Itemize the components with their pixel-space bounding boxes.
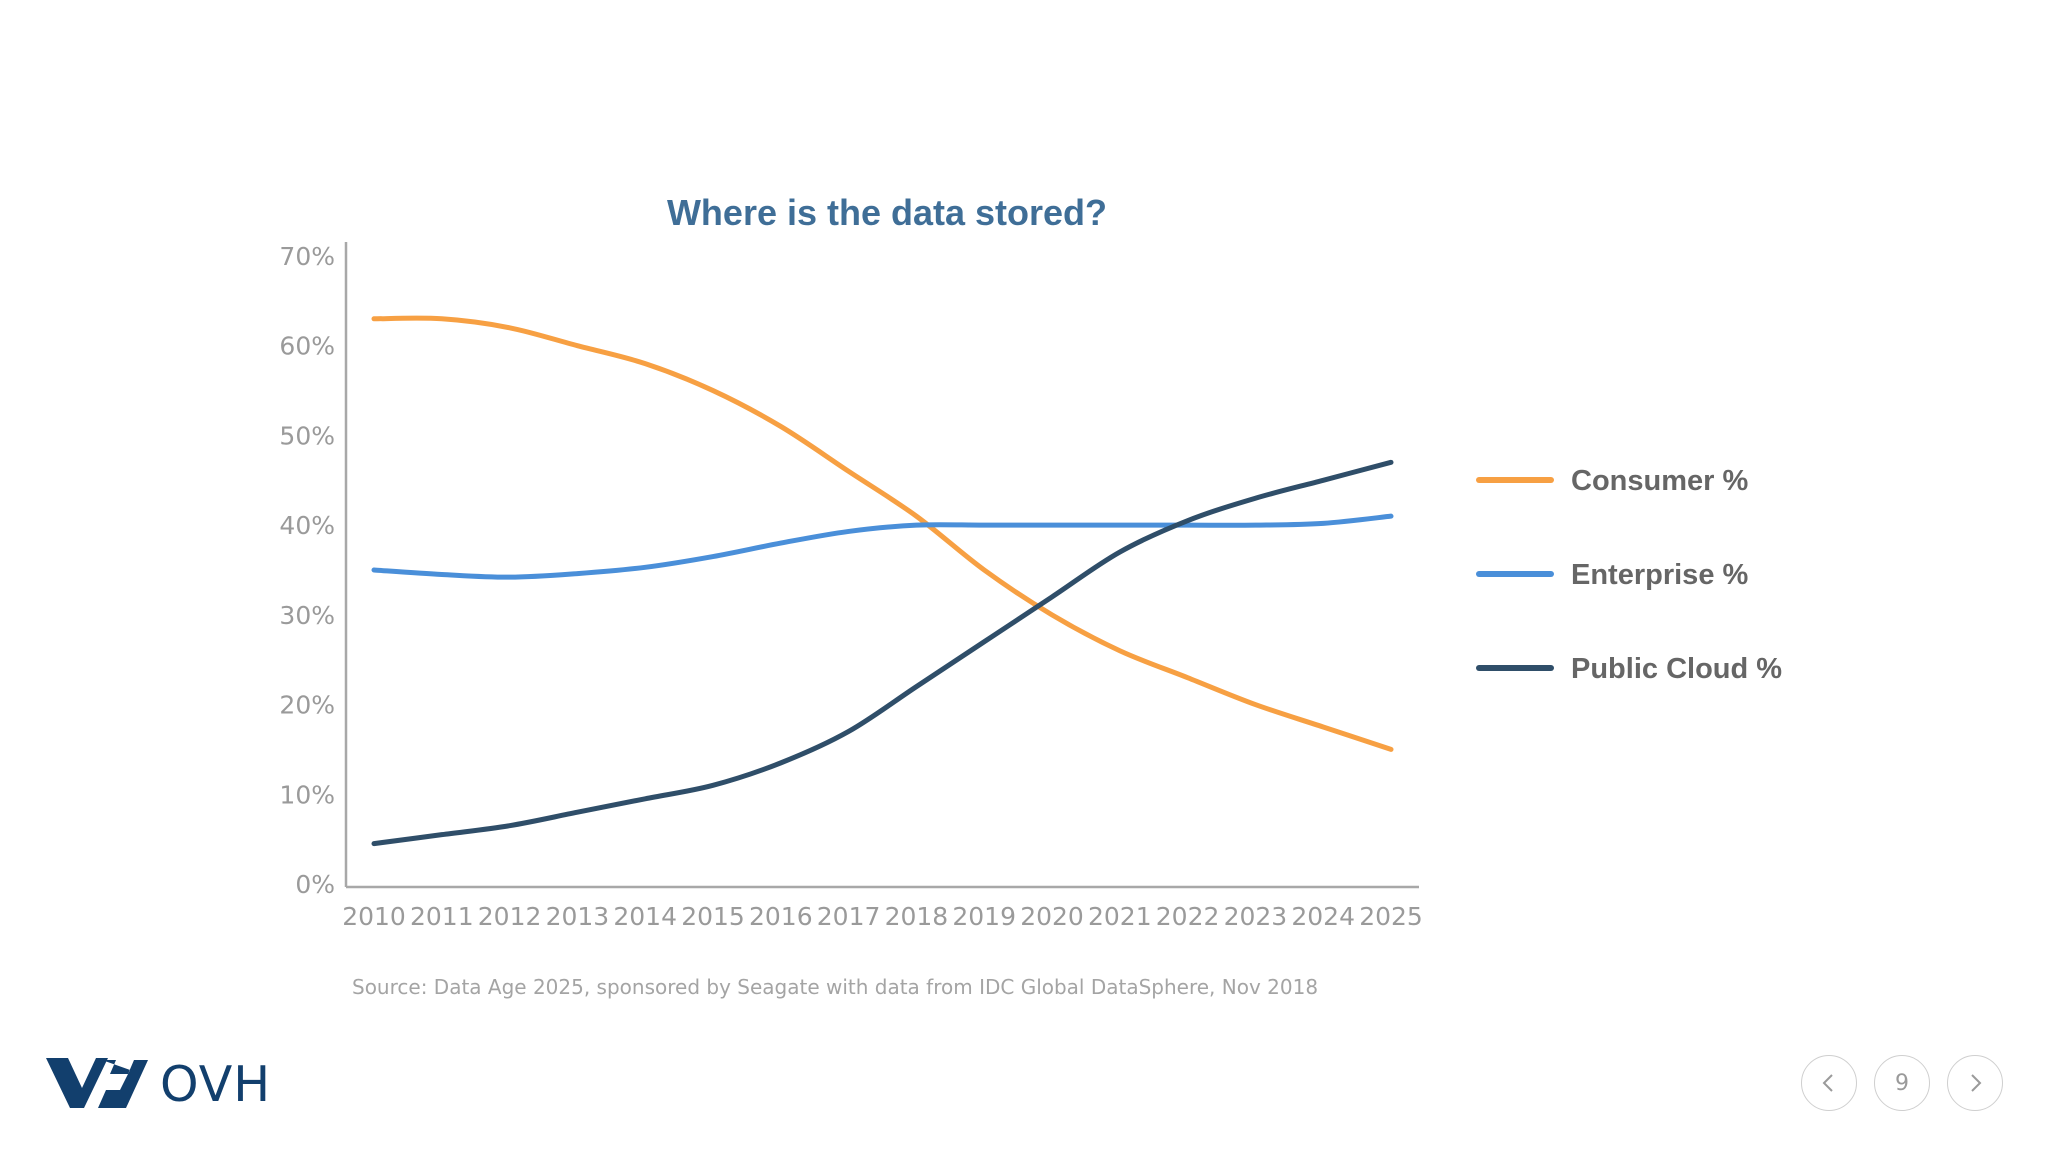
x-tick-labels: 2010 2011 2012 2013 2014 2015 2016 2017 2018 2019… [342,902,1423,931]
x-tick-label: 2013 [546,902,610,931]
x-tick-label: 2024 [1291,902,1355,931]
y-tick-label: 20% [279,691,335,720]
x-tick-label: 2022 [1156,902,1220,931]
source-note: Source: Data Age 2025, sponsored by Seag… [352,975,1319,999]
legend-label-enterprise: Enterprise % [1571,559,1748,591]
ovh-logo-icon [46,1058,148,1108]
logo-text: OVH [160,1056,272,1113]
x-tick-label: 2012 [478,902,542,931]
legend-label-public-cloud: Public Cloud % [1571,653,1782,685]
chevron-right-icon [1971,1074,1982,1092]
y-tick-label: 0% [295,870,335,899]
x-tick-label: 2014 [613,902,677,931]
x-tick-label: 2019 [952,902,1016,931]
series-line-enterprise [371,513,1394,580]
y-tick-label: 30% [279,601,335,630]
legend: Consumer % Enterprise % Public Cloud % [1476,465,1782,685]
y-tick-label: 40% [279,511,335,540]
y-tick-label: 10% [279,780,335,809]
x-tick-label: 2016 [749,902,813,931]
legend-label-consumer: Consumer % [1571,465,1748,497]
previous-slide-button[interactable] [1801,1055,1857,1111]
y-tick-label: 60% [279,332,335,361]
x-tick-label: 2018 [885,902,949,931]
x-tick-label: 2011 [410,902,474,931]
series-line-public-cloud [371,459,1394,847]
series-line-consumer [371,315,1394,752]
x-tick-label: 2010 [342,902,406,931]
y-tick-label: 50% [279,421,335,450]
next-slide-button[interactable] [1947,1055,2003,1111]
x-tick-label: 2025 [1359,902,1423,931]
y-tick-labels: 0% 10% 20% 30% 40% 50% 60% 70% [279,242,335,899]
chevron-left-icon [1822,1074,1833,1092]
x-tick-label: 2015 [681,902,745,931]
x-tick-label: 2021 [1088,902,1152,931]
x-tick-label: 2017 [817,902,881,931]
series-lines [371,315,1394,847]
ovh-logo: OVH [46,1050,270,1116]
y-tick-label: 70% [279,242,335,271]
page-number: 9 [1874,1055,1930,1111]
chart-title: Where is the data stored? [667,192,1107,233]
x-tick-label: 2023 [1224,902,1288,931]
x-tick-label: 2020 [1020,902,1084,931]
